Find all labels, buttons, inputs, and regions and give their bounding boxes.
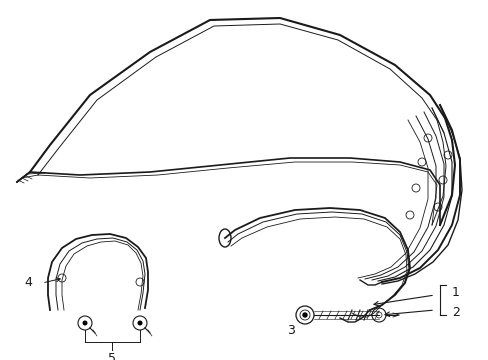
- Text: 5: 5: [108, 352, 116, 360]
- Circle shape: [303, 313, 306, 317]
- Text: 1: 1: [451, 285, 459, 298]
- Text: 2: 2: [451, 306, 459, 320]
- Text: 4: 4: [24, 276, 32, 289]
- Text: 3: 3: [286, 324, 294, 337]
- Circle shape: [137, 320, 142, 325]
- Circle shape: [82, 320, 87, 325]
